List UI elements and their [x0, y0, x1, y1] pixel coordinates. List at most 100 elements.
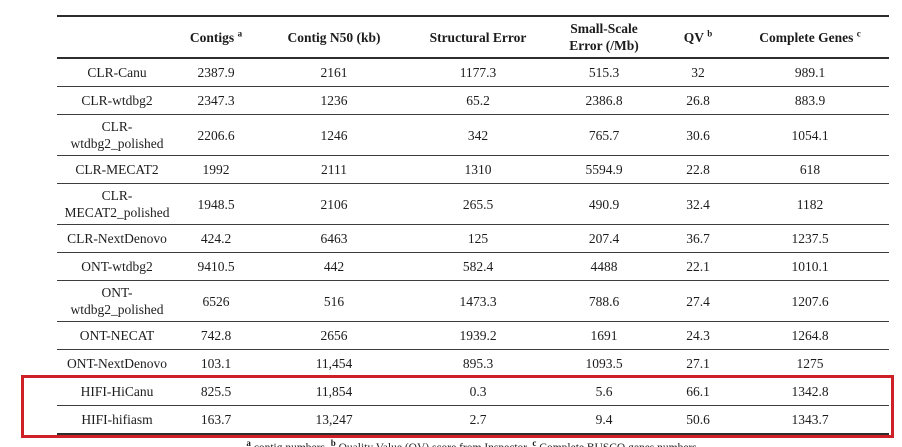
table-row: ONT-NextDenovo 103.1 11,454 895.3 1093.5 27.1…	[57, 350, 889, 378]
cell: 2111	[321, 162, 347, 177]
cell: 1343.7	[791, 412, 829, 427]
cell: 32.4	[686, 196, 710, 212]
cell: 442	[323, 259, 345, 274]
row-label: CLR-MECAT2	[75, 162, 159, 177]
cell: 1473.3	[459, 293, 497, 309]
cell: 2347.3	[197, 93, 235, 108]
row-label: ONT-wtdbg2	[81, 259, 153, 274]
cell: 342	[467, 127, 489, 143]
cell: 1342.8	[791, 384, 829, 399]
row-label: HIFI-HiCanu	[80, 384, 154, 399]
col-header: Structural Error	[429, 29, 527, 45]
cell: 582.4	[462, 259, 494, 274]
cell: 895.3	[462, 356, 494, 371]
cell: 788.6	[588, 293, 620, 309]
cell: 27.4	[686, 293, 710, 309]
table-row: CLR- MECAT2_polished 1948.5 2106 265.5 490.9…	[57, 184, 889, 225]
cell: 9.4	[595, 412, 613, 427]
cell: 1264.8	[791, 328, 829, 343]
cell: 1093.5	[585, 356, 623, 371]
cell: 1010.1	[791, 259, 829, 274]
table-wrap: Contigs a Contig N50 (kb) Structural Error…	[0, 15, 902, 438]
row-label: HIFI-hifiasm	[81, 412, 153, 427]
cell: 22.8	[686, 162, 710, 177]
cell: 516	[323, 293, 345, 309]
cell: 883.9	[794, 93, 826, 108]
cell: 490.9	[588, 196, 620, 212]
col-header: Contigs a	[189, 28, 243, 45]
cell: 2.7	[469, 412, 487, 427]
cell: 265.5	[462, 196, 494, 212]
cell: 2161	[320, 65, 348, 80]
cell: 618	[799, 162, 821, 177]
footnote: a contig numbers, b Quality Value (QV) s…	[57, 439, 889, 447]
cell: 13,247	[315, 412, 353, 427]
row-label: ONT-NextDenovo	[67, 356, 167, 371]
cell: 26.8	[686, 93, 710, 108]
cell: 765.7	[588, 127, 620, 143]
superscript-c: c	[532, 438, 537, 447]
row-label: CLR-wtdbg2	[81, 93, 153, 108]
row-label: ONT- wtdbg2_polished	[70, 285, 164, 317]
col-header: Complete Genes c	[759, 28, 861, 45]
table-row: HIFI-HiCanu 825.5 11,854 0.3 5.6 66.1 1342.8	[57, 378, 889, 406]
cell: 6526	[202, 293, 230, 309]
cell: 27.1	[686, 356, 710, 371]
cell: 163.7	[200, 412, 232, 427]
table-body: CLR-Canu 2387.9 2161 1177.3 515.3 32 989.1 CLR-…	[57, 58, 889, 436]
cell: 1182	[796, 196, 824, 212]
cell: 2387.9	[197, 65, 235, 80]
cell: 1992	[202, 162, 230, 177]
cell: 2106	[320, 196, 348, 212]
table-row: ONT-wtdbg2 9410.5 442 582.4 4488 22.1 1010.1	[57, 253, 889, 281]
table-header: Contigs a Contig N50 (kb) Structural Error…	[57, 16, 889, 58]
cell: 1054.1	[791, 127, 829, 143]
row-label: CLR-NextDenovo	[67, 231, 167, 246]
cell: 11,854	[315, 384, 353, 399]
table-row: ONT-NECAT 742.8 2656 1939.2 1691 24.3 1264.8	[57, 322, 889, 350]
cell: 1207.6	[791, 293, 829, 309]
cell: 2656	[320, 328, 348, 343]
superscript-b: b	[330, 438, 336, 447]
cell: 207.4	[588, 231, 620, 246]
cell: 24.3	[686, 328, 710, 343]
cell: 1237.5	[791, 231, 829, 246]
cell: 22.1	[686, 259, 710, 274]
table-row: ONT- wtdbg2_polished 6526 516 1473.3 788.6 27…	[57, 281, 889, 322]
cell: 515.3	[588, 65, 620, 80]
cell: 1275	[796, 356, 824, 371]
superscript-a: a	[237, 28, 243, 38]
col-header: Small-Scale Error (/Mb)	[569, 21, 639, 53]
cell: 1236	[320, 93, 348, 108]
superscript-c: c	[856, 28, 861, 38]
cell: 825.5	[200, 384, 232, 399]
cell: 103.1	[200, 356, 232, 371]
cell: 1177.3	[459, 65, 497, 80]
table-row: CLR-Canu 2387.9 2161 1177.3 515.3 32 989.1	[57, 58, 889, 87]
table-row: CLR-wtdbg2 2347.3 1236 65.2 2386.8 26.8 883.9	[57, 87, 889, 115]
col-header: QV b	[683, 28, 713, 45]
cell: 50.6	[686, 412, 710, 427]
cell: 6463	[320, 231, 348, 246]
cell: 9410.5	[197, 259, 235, 274]
cell: 125	[467, 231, 489, 246]
cell: 1939.2	[459, 328, 497, 343]
cell: 1948.5	[197, 196, 235, 212]
table-row: HIFI-hifiasm 163.7 13,247 2.7 9.4 50.6 1343.7	[57, 406, 889, 436]
col-header-empty	[57, 16, 177, 58]
row-label: CLR-Canu	[87, 65, 147, 80]
header-row: Contigs a Contig N50 (kb) Structural Error…	[57, 16, 889, 58]
cell: 5.6	[595, 384, 613, 399]
cell: 65.2	[466, 93, 490, 108]
cell: 2386.8	[585, 93, 623, 108]
cell: 1691	[590, 328, 618, 343]
cell: 32	[691, 65, 705, 80]
cell: 11,454	[315, 356, 353, 371]
row-label: CLR- wtdbg2_polished	[70, 119, 164, 151]
table-row: CLR- wtdbg2_polished 2206.6 1246 342 765.7 30…	[57, 115, 889, 156]
cell: 0.3	[469, 384, 487, 399]
cell: 1310	[464, 162, 492, 177]
superscript-b: b	[707, 28, 713, 38]
cell: 742.8	[200, 328, 232, 343]
cell: 36.7	[686, 231, 710, 246]
